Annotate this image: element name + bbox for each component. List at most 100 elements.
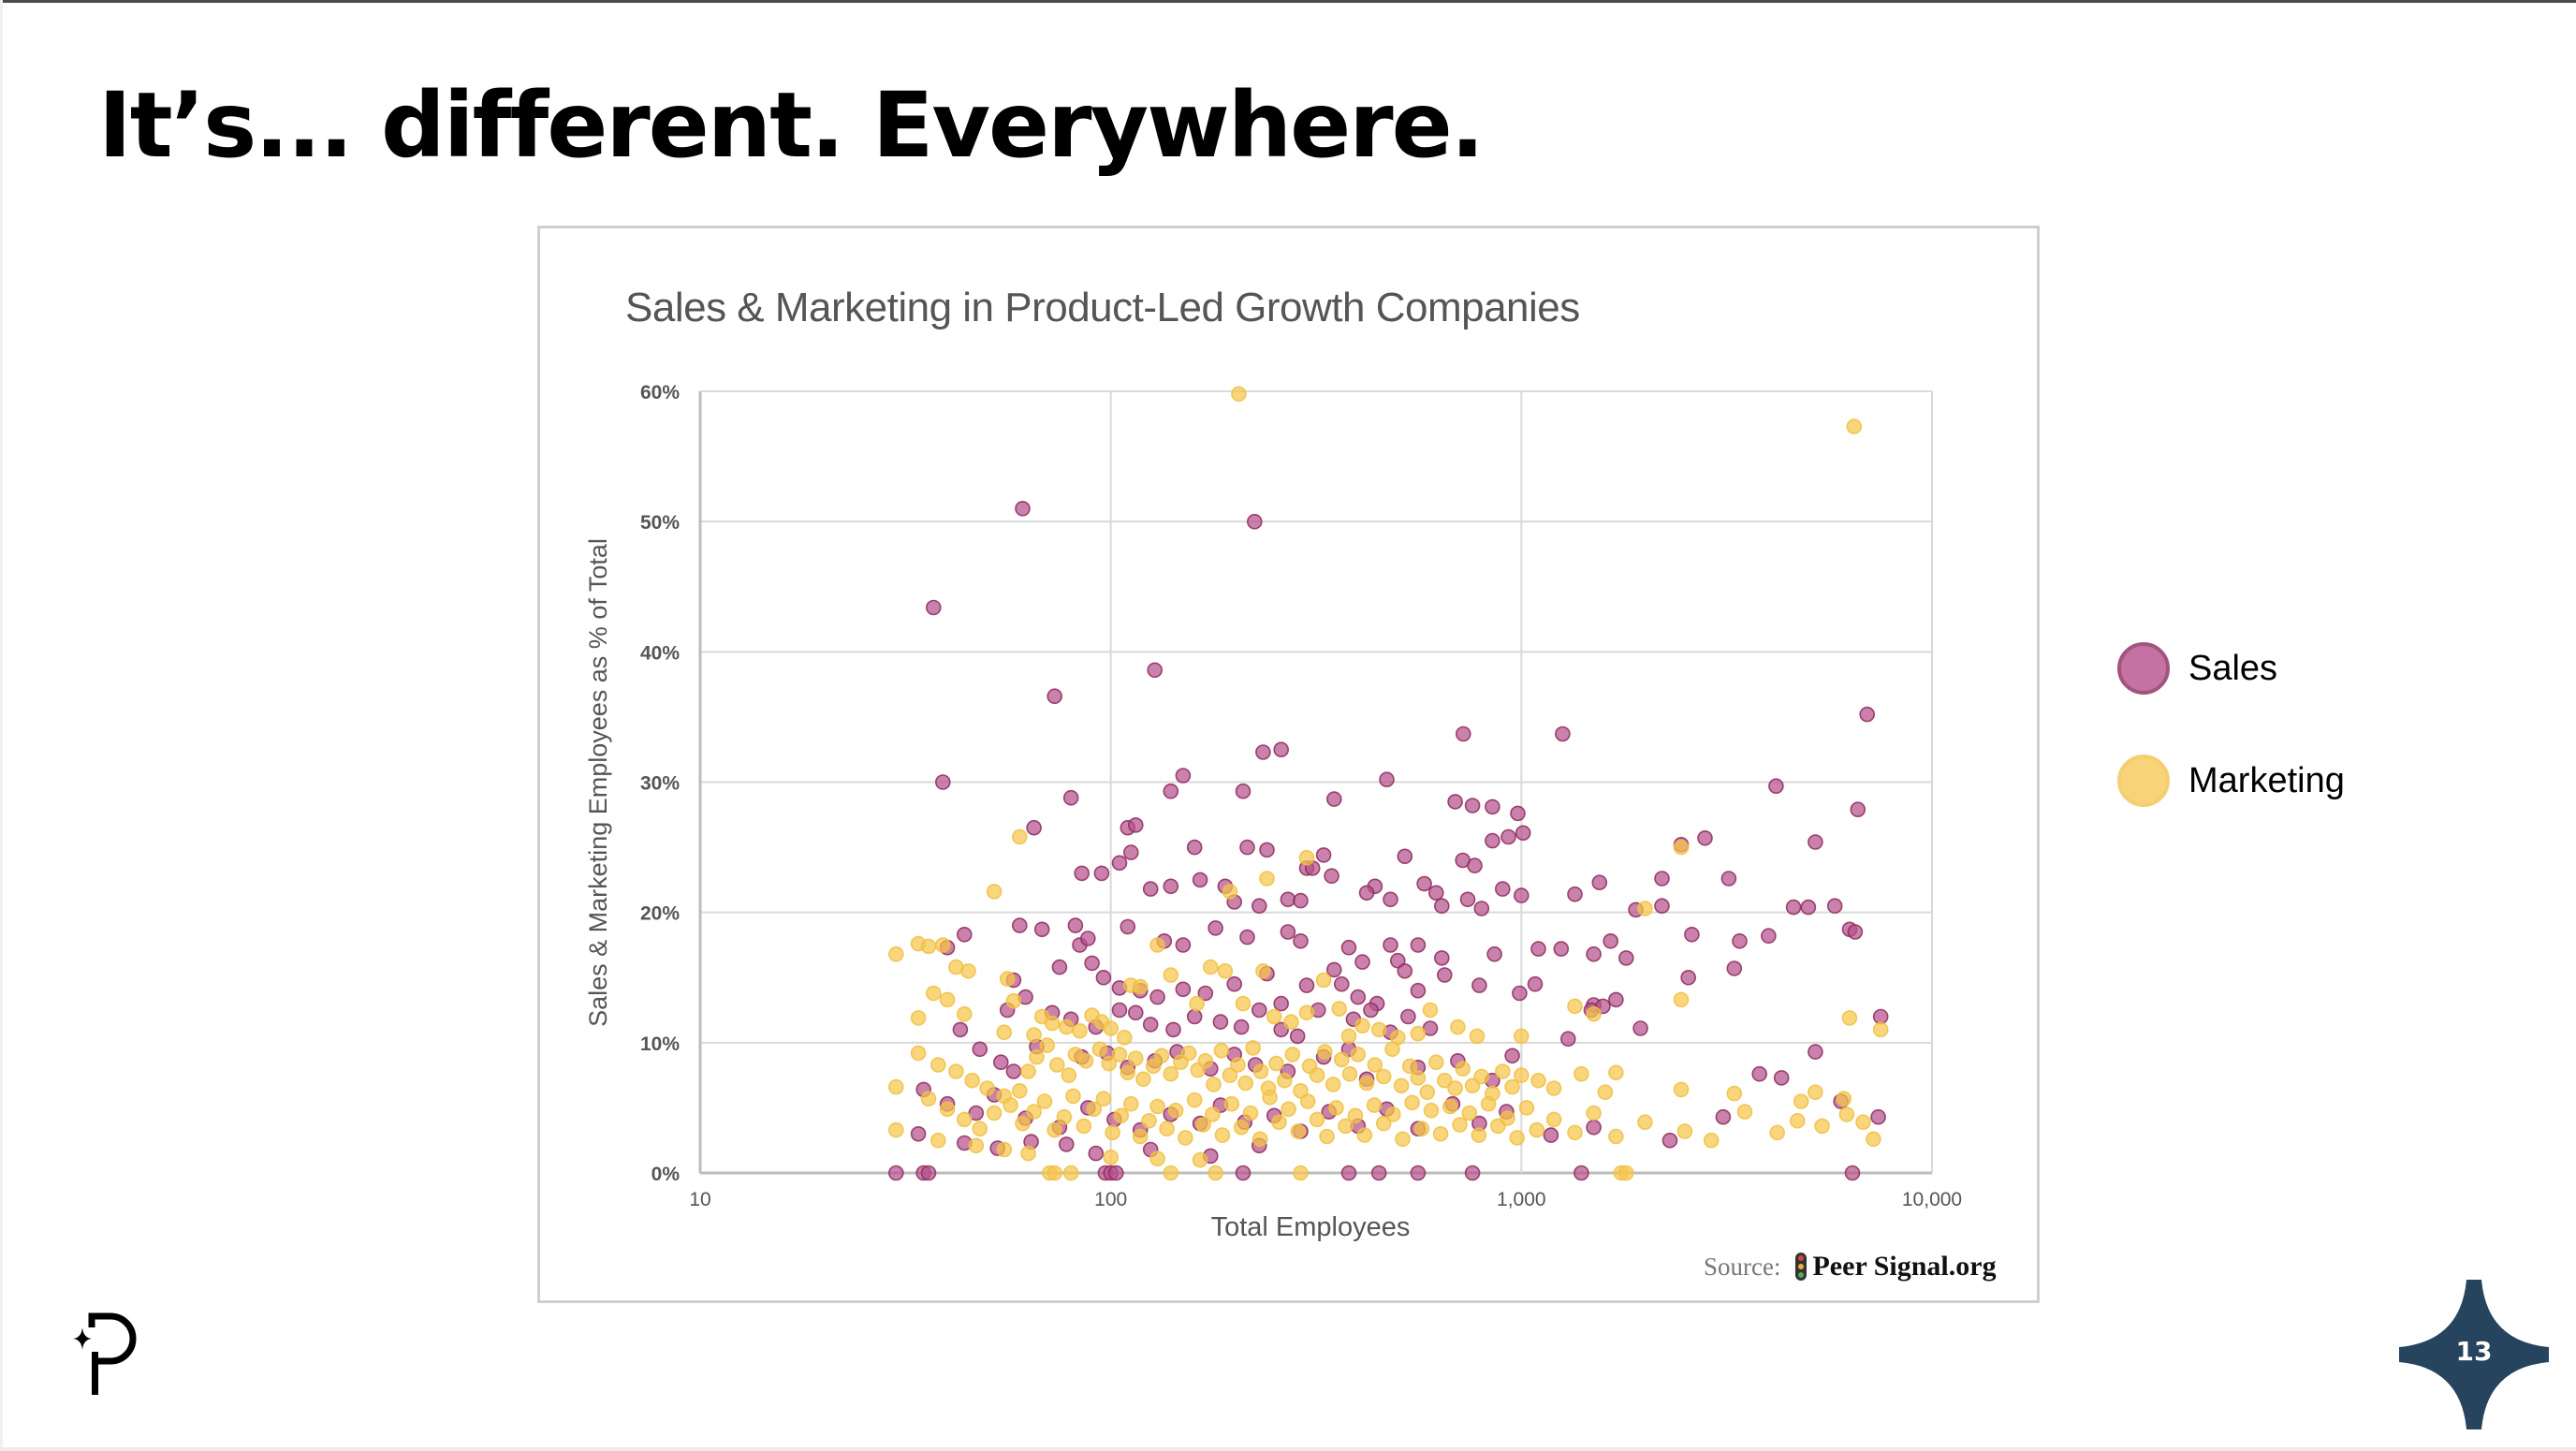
- marketing-point: [1293, 1082, 1309, 1099]
- marketing-point: [1011, 1082, 1028, 1099]
- marketing-point: [996, 1141, 1013, 1158]
- marketing-point: [1319, 1128, 1335, 1145]
- marketing-point: [1442, 1098, 1458, 1115]
- marketing-point: [1846, 418, 1863, 434]
- marketing-point: [1413, 1121, 1430, 1137]
- marketing-point: [1673, 991, 1690, 1008]
- sales-point: [1464, 798, 1481, 813]
- sales-point: [952, 1021, 969, 1038]
- marketing-point: [956, 1005, 973, 1022]
- sales-point: [1088, 1145, 1105, 1162]
- marketing-point: [1271, 1114, 1287, 1131]
- sales-point: [1720, 871, 1737, 887]
- marketing-point: [1167, 1102, 1184, 1119]
- sales-point: [1197, 985, 1214, 1002]
- sales-point: [1416, 875, 1432, 892]
- marketing-point: [1573, 1065, 1589, 1082]
- marketing-point: [979, 1080, 995, 1096]
- sales-point: [1436, 967, 1453, 983]
- page-badge-star-icon: [2399, 1280, 2549, 1429]
- sales-point: [1259, 842, 1275, 858]
- marketing-point: [925, 985, 942, 1002]
- sales-point: [1280, 891, 1296, 908]
- sales-point: [1175, 937, 1192, 953]
- sales-point: [1333, 975, 1350, 992]
- marketing-point: [1061, 1067, 1077, 1083]
- marketing-point: [1159, 1121, 1175, 1137]
- x-tick-label: 1,000: [1497, 1189, 1546, 1210]
- marketing-point: [1056, 1108, 1073, 1125]
- sales-point: [1567, 886, 1583, 902]
- legend-item-sales[interactable]: Sales: [2117, 642, 2277, 695]
- marketing-point: [1500, 1110, 1515, 1126]
- sales-point: [1400, 1008, 1416, 1025]
- y-tick-label: 10%: [640, 1033, 680, 1055]
- marketing-point: [1529, 1121, 1545, 1138]
- sales-point: [1175, 981, 1192, 998]
- sales-point: [1654, 871, 1670, 887]
- sales-point: [920, 1165, 937, 1181]
- sales-point: [1512, 985, 1528, 1002]
- marketing-point: [929, 1132, 946, 1149]
- marketing-point: [1231, 386, 1247, 403]
- marketing-point: [1163, 1165, 1179, 1181]
- marketing-point: [1447, 1080, 1463, 1096]
- marketing-point: [1514, 1067, 1530, 1083]
- sales-point: [972, 1041, 988, 1058]
- marketing-point: [1213, 1042, 1230, 1059]
- sales-point: [1350, 989, 1367, 1005]
- marketing-point: [1101, 1055, 1118, 1072]
- marketing-point: [1354, 1018, 1370, 1034]
- sales-point: [1847, 924, 1864, 940]
- sales-point: [1239, 929, 1255, 945]
- y-tick-label: 50%: [640, 512, 680, 534]
- marketing-point: [1122, 1095, 1139, 1112]
- sales-point: [1844, 1165, 1861, 1181]
- marketing-point: [1367, 1057, 1383, 1073]
- sales-point: [1808, 1044, 1823, 1060]
- marketing-point: [1736, 1104, 1753, 1120]
- sales-point: [1354, 954, 1370, 970]
- legend-item-marketing[interactable]: Marketing: [2117, 755, 2345, 807]
- p-star-logo-icon: [73, 1312, 137, 1395]
- marketing-point: [1333, 1051, 1350, 1068]
- marketing-point: [1003, 1097, 1018, 1113]
- grid-lines: [698, 390, 1933, 1175]
- sales-point: [1273, 741, 1290, 758]
- sales-point: [1120, 918, 1136, 935]
- sales-point: [1500, 828, 1516, 845]
- marketing-point: [1046, 1165, 1063, 1181]
- marketing-point: [968, 1137, 985, 1154]
- slide-title: It’s... different. Everywhere.: [98, 73, 1485, 178]
- marketing-point: [1149, 1151, 1165, 1167]
- sales-point: [887, 1165, 904, 1181]
- source-name[interactable]: Peer Signal.org: [1812, 1251, 1997, 1282]
- marketing-point: [1401, 1058, 1418, 1075]
- sales-point: [1826, 898, 1843, 915]
- marketing-point: [1163, 967, 1179, 983]
- marketing-point: [1866, 1131, 1881, 1148]
- sales-point: [925, 599, 942, 616]
- marketing-point: [920, 938, 937, 955]
- marketing-point: [910, 1010, 927, 1026]
- marketing-point: [1676, 1123, 1693, 1139]
- marketing-point: [948, 1063, 964, 1079]
- sales-point: [1226, 975, 1243, 992]
- marketing-point: [1077, 1052, 1094, 1069]
- sales-point: [1553, 941, 1570, 957]
- marketing-point: [1432, 1125, 1449, 1142]
- marketing-point: [1504, 1078, 1520, 1095]
- sales-point: [1608, 991, 1624, 1008]
- sales-point: [1872, 1008, 1889, 1025]
- marketing-point: [1132, 978, 1149, 995]
- marketing-point: [1086, 1101, 1103, 1118]
- sales-point: [1093, 865, 1110, 882]
- marketing-point: [1189, 995, 1205, 1012]
- marketing-point: [1872, 1021, 1889, 1038]
- marketing-point: [1404, 1094, 1420, 1111]
- marketing-point: [1268, 1055, 1284, 1072]
- marketing-point: [1044, 1015, 1061, 1032]
- marketing-point: [1315, 972, 1332, 989]
- sales-point: [1149, 989, 1165, 1005]
- sales-point: [1485, 799, 1500, 815]
